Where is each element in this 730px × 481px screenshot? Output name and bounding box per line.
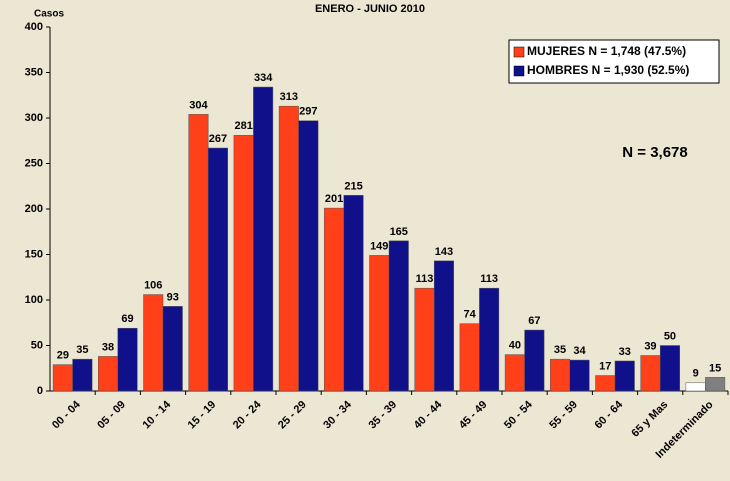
data-label: 113 bbox=[480, 273, 498, 285]
y-tick-label: 300 bbox=[25, 112, 43, 124]
data-label: 297 bbox=[299, 106, 317, 118]
y-tick-label: 350 bbox=[25, 66, 43, 78]
bar bbox=[143, 294, 164, 392]
data-label: 40 bbox=[509, 340, 521, 352]
y-tick-label: 200 bbox=[25, 203, 43, 215]
bar bbox=[595, 375, 616, 392]
bar bbox=[207, 147, 228, 392]
data-label: 334 bbox=[254, 72, 273, 84]
data-label: 93 bbox=[167, 291, 179, 303]
bar bbox=[343, 195, 364, 392]
bar bbox=[504, 354, 525, 392]
data-label: 67 bbox=[528, 315, 540, 327]
data-label: 9 bbox=[693, 368, 699, 380]
x-tick-label: 00 - 04 bbox=[50, 398, 83, 431]
x-tick-label: 55 - 59 bbox=[547, 399, 580, 432]
x-tick-label: 30 - 34 bbox=[321, 398, 354, 431]
bar bbox=[659, 345, 680, 392]
data-label: 39 bbox=[644, 340, 656, 352]
data-label: 34 bbox=[573, 345, 586, 357]
chart-title: ENERO - JUNIO 2010 bbox=[315, 3, 425, 15]
bar bbox=[569, 359, 590, 392]
data-label: 35 bbox=[554, 344, 566, 356]
y-tick-label: 250 bbox=[25, 157, 43, 169]
data-label: 215 bbox=[344, 180, 362, 192]
bar bbox=[614, 360, 635, 392]
data-label: 50 bbox=[664, 330, 676, 342]
bar bbox=[72, 358, 93, 392]
data-label: 33 bbox=[619, 346, 631, 358]
bar bbox=[433, 260, 454, 392]
bar bbox=[324, 207, 345, 392]
data-label: 201 bbox=[325, 193, 343, 205]
y-axis-label: Casos bbox=[34, 9, 64, 20]
data-label: 35 bbox=[76, 344, 88, 356]
data-label: 281 bbox=[234, 120, 252, 132]
x-tick-label: 35 - 39 bbox=[366, 399, 399, 432]
legend-swatch bbox=[513, 46, 525, 58]
bar bbox=[550, 358, 571, 392]
legend-box bbox=[508, 39, 720, 84]
x-tick-label: 25 - 29 bbox=[276, 399, 309, 432]
data-label: 143 bbox=[435, 246, 453, 258]
bar bbox=[233, 135, 254, 392]
bar bbox=[117, 327, 138, 392]
bar bbox=[388, 240, 409, 392]
x-tick-label: 50 - 54 bbox=[502, 398, 535, 431]
bar bbox=[414, 287, 435, 392]
x-tick-label: 20 - 24 bbox=[231, 398, 264, 431]
data-label: 149 bbox=[370, 240, 388, 252]
x-tick-label: 15 - 19 bbox=[186, 399, 219, 432]
data-label: 69 bbox=[121, 313, 133, 325]
data-label: 15 bbox=[709, 362, 721, 374]
bar bbox=[98, 356, 119, 392]
bar bbox=[685, 382, 706, 392]
y-tick-label: 150 bbox=[25, 248, 43, 260]
y-tick-label: 100 bbox=[25, 294, 43, 306]
bar bbox=[524, 329, 545, 392]
x-tick-label: 45 - 49 bbox=[457, 399, 490, 432]
legend-label: MUJERES N = 1,748 (47.5%) bbox=[527, 44, 686, 58]
data-label: 113 bbox=[416, 273, 434, 285]
bar bbox=[188, 114, 209, 392]
y-tick-label: 50 bbox=[31, 339, 43, 351]
legend-swatch bbox=[513, 65, 525, 77]
y-tick-label: 0 bbox=[37, 385, 43, 397]
legend-label: HOMBRES N = 1,930 (52.5%) bbox=[527, 63, 689, 77]
data-label: 74 bbox=[464, 309, 477, 321]
y-tick-label: 400 bbox=[25, 21, 43, 33]
annotation: N = 3,678 bbox=[622, 144, 687, 161]
data-label: 165 bbox=[390, 226, 408, 238]
x-tick-label: 65 y Mas bbox=[629, 399, 670, 440]
bar bbox=[369, 255, 390, 392]
bar bbox=[640, 355, 661, 392]
data-label: 267 bbox=[209, 133, 227, 145]
bar bbox=[278, 105, 299, 392]
data-label: 304 bbox=[189, 99, 208, 111]
bar bbox=[479, 287, 500, 392]
bar bbox=[459, 323, 480, 392]
x-tick-label: 05 - 09 bbox=[95, 399, 128, 432]
data-label: 106 bbox=[144, 279, 162, 291]
bar bbox=[162, 306, 183, 392]
data-label: 17 bbox=[599, 360, 611, 372]
data-label: 313 bbox=[280, 91, 298, 103]
x-tick-label: 10 - 14 bbox=[140, 398, 173, 431]
x-tick-label: 40 - 44 bbox=[412, 398, 445, 431]
bar bbox=[52, 364, 73, 392]
bar bbox=[705, 377, 726, 392]
data-label: 38 bbox=[102, 341, 114, 353]
bar bbox=[253, 86, 274, 392]
bar bbox=[298, 120, 319, 392]
x-tick-label: 60 - 64 bbox=[592, 398, 625, 431]
data-label: 29 bbox=[57, 350, 69, 362]
